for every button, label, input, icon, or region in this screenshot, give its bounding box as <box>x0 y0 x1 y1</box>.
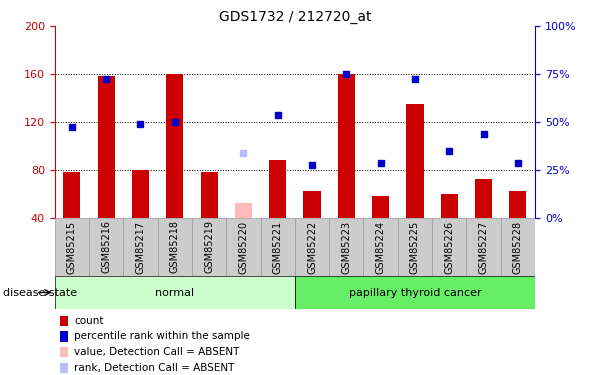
Bar <box>501 217 535 276</box>
Text: GSM85218: GSM85218 <box>170 220 180 273</box>
Bar <box>261 217 295 276</box>
Text: GSM85222: GSM85222 <box>307 220 317 274</box>
Text: rank, Detection Call = ABSENT: rank, Detection Call = ABSENT <box>74 363 234 373</box>
Text: GSM85225: GSM85225 <box>410 220 420 274</box>
Bar <box>398 217 432 276</box>
Text: GSM85221: GSM85221 <box>273 220 283 273</box>
Bar <box>166 74 184 217</box>
Text: papillary thyroid cancer: papillary thyroid cancer <box>348 288 482 297</box>
Bar <box>55 276 295 309</box>
Bar <box>157 217 192 276</box>
Bar <box>475 179 492 218</box>
Bar <box>132 170 149 217</box>
Bar <box>98 76 115 218</box>
Text: GSM85224: GSM85224 <box>376 220 385 273</box>
Text: count: count <box>74 316 103 326</box>
Bar <box>364 217 398 276</box>
Bar <box>466 217 501 276</box>
Bar <box>60 316 68 326</box>
Text: GSM85217: GSM85217 <box>136 220 145 273</box>
Bar <box>123 217 157 276</box>
Bar <box>295 276 535 309</box>
Text: GSM85226: GSM85226 <box>444 220 454 273</box>
Title: GDS1732 / 212720_at: GDS1732 / 212720_at <box>219 10 371 24</box>
Bar <box>201 172 218 217</box>
Bar <box>89 217 123 276</box>
Text: GSM85215: GSM85215 <box>67 220 77 273</box>
Bar <box>55 217 89 276</box>
Bar <box>372 196 389 217</box>
Bar <box>60 332 68 342</box>
Text: GSM85227: GSM85227 <box>478 220 489 274</box>
Text: GSM85223: GSM85223 <box>341 220 351 273</box>
Bar <box>295 217 329 276</box>
Text: GSM85220: GSM85220 <box>238 220 249 273</box>
Text: GSM85219: GSM85219 <box>204 220 214 273</box>
Bar <box>60 347 68 357</box>
Text: disease state: disease state <box>3 288 77 297</box>
Bar <box>510 191 527 217</box>
Bar <box>60 363 68 373</box>
Text: GSM85216: GSM85216 <box>101 220 111 273</box>
Bar <box>269 160 286 218</box>
Text: percentile rank within the sample: percentile rank within the sample <box>74 332 250 342</box>
Text: GSM85228: GSM85228 <box>513 220 523 273</box>
Bar <box>235 203 252 217</box>
Bar <box>192 217 226 276</box>
Bar <box>406 104 424 218</box>
Bar <box>329 217 364 276</box>
Bar <box>432 217 466 276</box>
Bar <box>226 217 261 276</box>
Bar <box>338 74 355 217</box>
Text: normal: normal <box>155 288 195 297</box>
Bar <box>441 194 458 217</box>
Text: value, Detection Call = ABSENT: value, Detection Call = ABSENT <box>74 347 240 357</box>
Bar <box>63 172 80 217</box>
Bar <box>303 191 320 217</box>
